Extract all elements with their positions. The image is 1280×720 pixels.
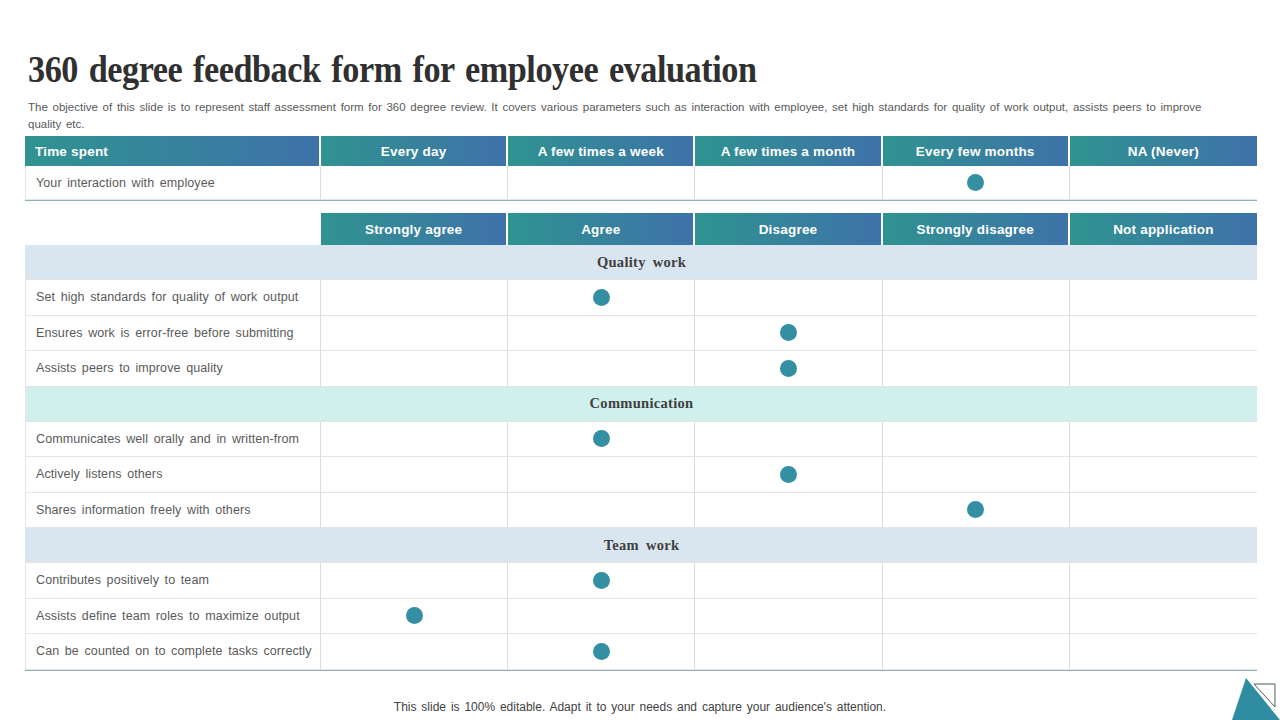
option-cell: [883, 280, 1070, 316]
section-header-team-work: Team work: [25, 528, 1257, 563]
option-cell: [883, 634, 1070, 670]
column-header-4: Strongly disagree: [883, 213, 1070, 245]
column-header-4: Every few months: [883, 136, 1070, 166]
slide-description: The objective of this slide is to repres…: [28, 99, 1213, 135]
selection-dot: [593, 430, 610, 447]
row-label: Can be counted on to complete tasks corr…: [25, 634, 321, 670]
option-cell: [1070, 280, 1257, 316]
option-cell: [508, 280, 695, 316]
option-cell: [321, 599, 508, 635]
option-cell: [508, 351, 695, 387]
option-cell: [321, 422, 508, 458]
option-cell: [321, 316, 508, 352]
corner-fold-decoration: [1226, 674, 1280, 720]
selection-dot: [593, 643, 610, 660]
option-cell: [508, 599, 695, 635]
column-header-2: Agree: [508, 213, 695, 245]
option-cell: [321, 457, 508, 493]
option-cell: [321, 280, 508, 316]
option-cell: [321, 493, 508, 529]
option-cell: [883, 422, 1070, 458]
row-label: Contributes positively to team: [25, 563, 321, 599]
option-cell: [1070, 166, 1257, 200]
option-cell: [695, 351, 882, 387]
option-cell: [508, 166, 695, 200]
option-cell: [1070, 351, 1257, 387]
option-cell: [883, 166, 1070, 200]
option-cell: [695, 422, 882, 458]
column-header-2: A few times a week: [508, 136, 695, 166]
column-header-3: A few times a month: [695, 136, 882, 166]
row-label: Assists define team roles to maximize ou…: [25, 599, 321, 635]
option-cell: [508, 316, 695, 352]
option-cell: [508, 457, 695, 493]
footer-note: This slide is 100% editable. Adapt it to…: [0, 700, 1280, 714]
selection-dot: [780, 360, 797, 377]
selection-dot: [406, 607, 423, 624]
option-cell: [883, 457, 1070, 493]
option-cell: [883, 316, 1070, 352]
selection-dot: [593, 289, 610, 306]
rating-table: Strongly agreeAgreeDisagreeStrongly disa…: [25, 213, 1257, 671]
selection-dot: [967, 174, 984, 191]
option-cell: [508, 493, 695, 529]
option-cell: [1070, 599, 1257, 635]
option-cell: [695, 166, 882, 200]
selection-dot: [780, 466, 797, 483]
page-title: 360 degree feedback form for employee ev…: [28, 47, 756, 91]
column-header-5: Not application: [1070, 213, 1257, 245]
row-label: Shares information freely with others: [25, 493, 321, 529]
option-cell: [508, 422, 695, 458]
option-cell: [695, 280, 882, 316]
option-cell: [695, 634, 882, 670]
option-cell: [321, 563, 508, 599]
option-cell: [695, 493, 882, 529]
option-cell: [883, 493, 1070, 529]
row-label: Communicates well orally and in written-…: [25, 422, 321, 458]
option-cell: [695, 563, 882, 599]
row-label: Set high standards for quality of work o…: [25, 280, 321, 316]
option-cell: [508, 634, 695, 670]
option-cell: [321, 634, 508, 670]
option-cell: [1070, 457, 1257, 493]
row-label: Assists peers to improve quality: [25, 351, 321, 387]
option-cell: [695, 316, 882, 352]
row-label: Ensures work is error-free before submit…: [25, 316, 321, 352]
column-header-0: Time spent: [25, 136, 321, 166]
selection-dot: [593, 572, 610, 589]
section-header-quality-work: Quality work: [25, 245, 1257, 280]
option-cell: [1070, 634, 1257, 670]
option-cell: [1070, 493, 1257, 529]
option-cell: [883, 599, 1070, 635]
option-cell: [883, 563, 1070, 599]
selection-dot: [780, 324, 797, 341]
row-label: Your interaction with employee: [25, 166, 321, 200]
time-spent-table: Time spentEvery dayA few times a weekA f…: [25, 136, 1257, 201]
option-cell: [1070, 422, 1257, 458]
header-spacer-cell: [25, 213, 321, 245]
selection-dot: [967, 501, 984, 518]
option-cell: [508, 563, 695, 599]
option-cell: [1070, 316, 1257, 352]
column-header-5: NA (Never): [1070, 136, 1257, 166]
section-header-communication: Communication: [25, 387, 1257, 422]
option-cell: [321, 351, 508, 387]
column-header-1: Every day: [321, 136, 508, 166]
option-cell: [695, 457, 882, 493]
column-header-1: Strongly agree: [321, 213, 508, 245]
option-cell: [321, 166, 508, 200]
option-cell: [695, 599, 882, 635]
option-cell: [883, 351, 1070, 387]
option-cell: [1070, 563, 1257, 599]
column-header-3: Disagree: [695, 213, 882, 245]
row-label: Actively listens others: [25, 457, 321, 493]
